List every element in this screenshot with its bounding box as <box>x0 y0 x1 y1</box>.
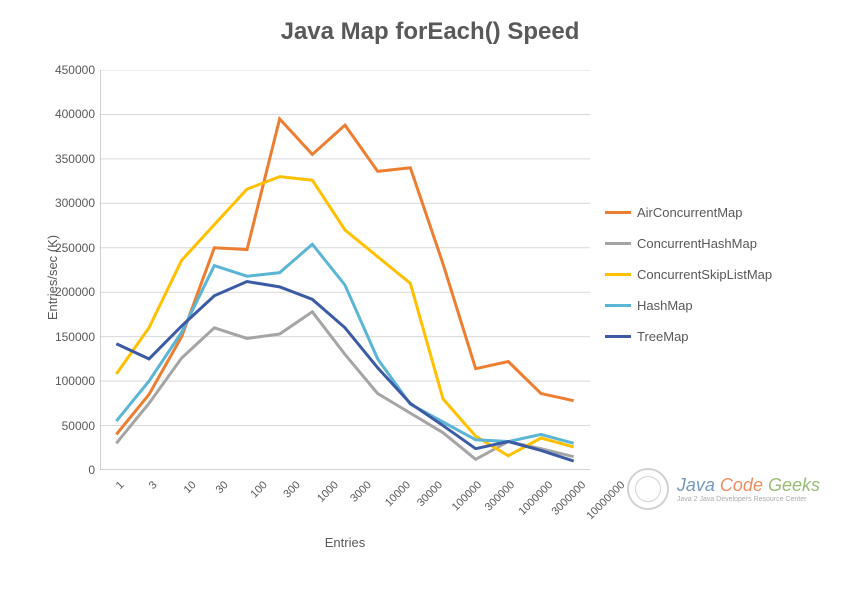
series-line <box>116 312 573 460</box>
y-tick-label: 300000 <box>25 196 95 210</box>
x-axis-label: Entries <box>100 535 590 550</box>
y-tick-label: 100000 <box>25 374 95 388</box>
y-tick-label: 400000 <box>25 107 95 121</box>
x-tick-label: 10 <box>181 479 198 496</box>
watermark-text: Java Code Geeks Java 2 Java Developers R… <box>677 475 820 503</box>
y-tick-label: 450000 <box>25 63 95 77</box>
chart-title: Java Map forEach() Speed <box>0 0 860 46</box>
legend-swatch <box>605 273 631 276</box>
y-tick-label: 250000 <box>25 241 95 255</box>
x-tick-label: 100 <box>248 479 269 500</box>
x-tick-label: 1000000 <box>517 479 556 518</box>
series-line <box>116 244 573 443</box>
x-ticks: 1310301003001000300010000300001000003000… <box>100 475 590 535</box>
legend-item: TreeMap <box>605 329 855 344</box>
gridlines <box>100 70 590 470</box>
y-tick-label: 350000 <box>25 152 95 166</box>
x-tick-label: 1000 <box>315 479 341 505</box>
watermark-logo-icon <box>627 468 669 510</box>
series-line <box>116 177 573 456</box>
watermark-brand-java: Java <box>677 475 715 495</box>
legend-item: HashMap <box>605 298 855 313</box>
x-tick-label: 30000 <box>415 479 445 509</box>
legend-label: ConcurrentSkipListMap <box>637 267 772 282</box>
legend-item: ConcurrentSkipListMap <box>605 267 855 282</box>
y-tick-label: 150000 <box>25 330 95 344</box>
watermark: Java Code Geeks Java 2 Java Developers R… <box>627 468 820 510</box>
x-tick-label: 3000000 <box>550 479 589 518</box>
x-tick-label: 10000 <box>383 479 413 509</box>
x-tick-label: 1 <box>114 479 127 492</box>
legend-swatch <box>605 242 631 245</box>
plot-area <box>100 70 590 470</box>
legend-swatch <box>605 304 631 307</box>
series-group <box>116 119 573 461</box>
legend-item: AirConcurrentMap <box>605 205 855 220</box>
watermark-brand-geeks: Geeks <box>768 475 820 495</box>
x-tick-label: 30 <box>214 479 231 496</box>
y-tick-label: 50000 <box>25 419 95 433</box>
watermark-subtitle: Java 2 Java Developers Resource Center <box>677 496 820 503</box>
x-tick-label: 10000000 <box>584 479 627 522</box>
y-tick-label: 200000 <box>25 285 95 299</box>
series-line <box>116 282 573 462</box>
legend-label: HashMap <box>637 298 693 313</box>
legend-item: ConcurrentHashMap <box>605 236 855 251</box>
watermark-brand-code: Code <box>720 475 763 495</box>
x-tick-label: 3000 <box>348 479 374 505</box>
y-ticks: 0500001000001500002000002500003000003500… <box>0 70 95 470</box>
y-tick-label: 0 <box>25 463 95 477</box>
legend: AirConcurrentMap ConcurrentHashMap Concurr… <box>605 205 855 360</box>
x-tick-label: 100000 <box>450 479 484 513</box>
series-line <box>116 119 573 435</box>
x-tick-label: 300000 <box>482 479 516 513</box>
legend-label: TreeMap <box>637 329 689 344</box>
chart-area: Entries/sec (K) 050000100000150000200000… <box>0 55 860 555</box>
plot-svg <box>100 70 590 470</box>
legend-label: ConcurrentHashMap <box>637 236 757 251</box>
legend-swatch <box>605 211 631 214</box>
legend-swatch <box>605 335 631 338</box>
legend-label: AirConcurrentMap <box>637 205 743 220</box>
x-tick-label: 300 <box>281 479 302 500</box>
x-tick-label: 3 <box>147 479 160 492</box>
